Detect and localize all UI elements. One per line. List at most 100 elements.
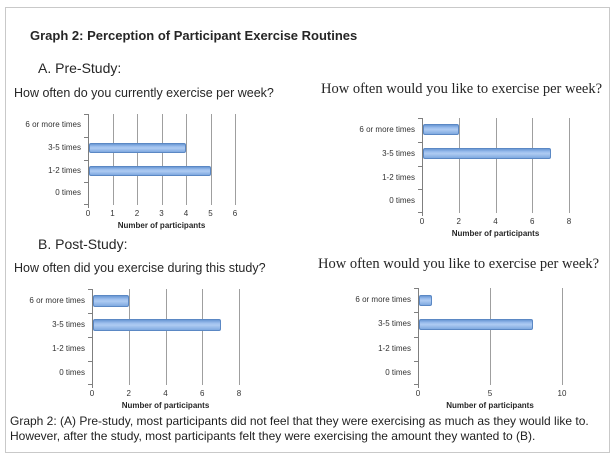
y-axis-tick (414, 360, 418, 362)
y-axis-tick (414, 288, 418, 289)
chart-pre-desired-title: How often would you like to exercise per… (321, 81, 603, 97)
gridline (112, 114, 114, 205)
y-axis-tick (418, 118, 422, 119)
x-tick-label: 6 (232, 209, 238, 218)
x-tick-label: 6 (530, 217, 535, 226)
bar (419, 294, 433, 306)
category-label: 1-2 times (378, 343, 411, 353)
bar (419, 318, 534, 330)
y-axis-line (422, 118, 423, 216)
y-axis-tick (88, 337, 92, 338)
chart-post-desired-plot: 0 5 10 6 or more times 3-5 times 1-2 times 0 t… (355, 288, 566, 410)
category-label: 3-5 times (378, 319, 411, 329)
category-label: 0 times (59, 368, 85, 377)
y-axis-line (88, 114, 89, 208)
y-axis-tick (84, 136, 88, 138)
gridline (202, 289, 204, 385)
bar (89, 165, 211, 177)
x-axis-title: Number of participants (121, 401, 210, 410)
y-axis-tick (84, 182, 88, 184)
x-tick-label: 0 (85, 209, 91, 218)
y-axis-tick (88, 384, 92, 385)
chart-post-during-title: How often did you exercise during this s… (14, 261, 266, 275)
section-b-heading: B. Post-Study: (38, 236, 128, 252)
x-tick-label: 6 (200, 389, 205, 398)
x-tick-label: 10 (557, 389, 567, 398)
figure-frame (5, 7, 610, 453)
chart-pre-desired-plot: 0 2 4 6 8 6 or more times 3-5 times 1-2 times 0 … (359, 118, 571, 238)
y-axis-tick (414, 384, 418, 385)
x-tick-label: 4 (183, 209, 189, 218)
y-axis-tick (84, 159, 88, 161)
x-tick-label: 2 (134, 209, 140, 218)
chart-post-during-plot: 0 2 4 6 8 6 or more times 3-5 times 1-2 times 0 … (29, 289, 241, 410)
bar (93, 319, 221, 331)
y-axis-line (92, 289, 93, 388)
y-axis-tick (418, 189, 422, 191)
category-label: 3-5 times (52, 320, 85, 329)
category-label: 0 times (389, 196, 415, 206)
y-axis-tick (418, 212, 422, 213)
gridline (490, 288, 491, 385)
figure-title: Graph 2: Perception of Participant Exerc… (30, 28, 358, 43)
x-tick-label: 1 (110, 209, 115, 218)
section-a-heading: A. Pre-Study: (38, 60, 122, 76)
category-label: 1-2 times (52, 344, 85, 353)
gridline (235, 114, 236, 205)
bar (89, 142, 186, 154)
category-label: 6 or more times (29, 296, 85, 305)
gridline (186, 114, 187, 205)
gridline (137, 114, 138, 205)
y-axis-tick (88, 313, 92, 314)
category-label: 6 or more times (25, 120, 81, 129)
x-tick-label: 5 (487, 389, 493, 398)
x-axis-title: Number of participants (451, 229, 540, 238)
y-axis-line (418, 288, 419, 388)
category-label: 3-5 times (382, 148, 415, 158)
y-axis-tick (418, 141, 422, 143)
x-tick-label: 4 (493, 217, 498, 226)
gridline (210, 114, 212, 205)
y-axis-tick (84, 204, 88, 205)
gridline (569, 118, 570, 213)
category-label: 0 times (385, 367, 411, 377)
y-axis-tick (88, 361, 92, 362)
gridline (128, 289, 130, 385)
x-tick-label: 2 (456, 217, 461, 226)
x-tick-label: 0 (419, 217, 425, 226)
bar (423, 124, 459, 136)
gridline (532, 118, 534, 213)
x-axis-title: Number of participants (446, 401, 534, 410)
category-label: 6 or more times (359, 125, 415, 134)
bar (93, 295, 129, 307)
x-tick-label: 8 (236, 389, 242, 398)
x-tick-label: 8 (566, 217, 572, 226)
gridline (458, 118, 460, 213)
x-tick-label: 0 (415, 389, 421, 398)
gridline (495, 118, 497, 213)
category-label: 0 times (55, 188, 81, 198)
gridline (562, 288, 563, 385)
x-tick-label: 5 (208, 209, 213, 218)
chart-post-desired-title: How often would you like to exercise per… (318, 256, 600, 272)
gridline (239, 289, 240, 385)
y-axis-tick (84, 114, 88, 115)
category-label: 3-5 times (48, 142, 81, 152)
category-label: 6 or more times (355, 295, 411, 304)
x-tick-label: 3 (159, 209, 164, 218)
gridline (161, 114, 163, 205)
chart-pre-current-plot: 0 1 2 3 4 5 6 6 or more times 3-5 times 1-2 times… (25, 114, 237, 230)
y-axis-tick (418, 165, 422, 167)
x-tick-label: 0 (89, 389, 95, 398)
chart-pre-current-title: How often do you currently exercise per … (14, 86, 274, 100)
category-label: 1-2 times (48, 165, 81, 175)
gridline (165, 289, 167, 385)
x-tick-label: 2 (126, 389, 131, 398)
x-tick-label: 4 (163, 389, 168, 398)
x-axis-title: Number of participants (117, 221, 206, 230)
bar (423, 148, 551, 160)
figure-caption: Graph 2: (A) Pre-study, most participant… (10, 414, 589, 443)
y-axis-tick (414, 336, 418, 338)
y-axis-tick (414, 312, 418, 314)
